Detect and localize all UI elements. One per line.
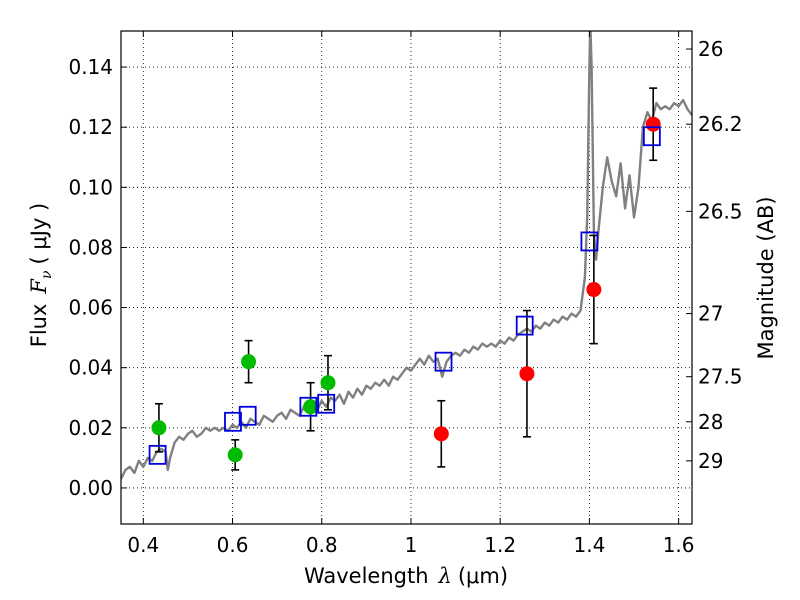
green-data-point xyxy=(151,420,167,436)
red-data-point xyxy=(519,366,535,382)
grid-lines xyxy=(121,31,692,524)
green-data-point xyxy=(320,375,336,391)
x-tick-label: 0.8 xyxy=(306,533,338,557)
model-square xyxy=(434,351,453,372)
x-tick-label: 1.2 xyxy=(484,533,516,557)
red-data-point xyxy=(586,282,602,298)
right-axis-label: Magnitude (AB) xyxy=(754,196,778,359)
model-square xyxy=(238,405,257,426)
plot-frame xyxy=(120,30,693,525)
y-tick-label: 0.00 xyxy=(68,476,113,500)
red-data-point xyxy=(433,426,449,442)
y-tick-label: 0.10 xyxy=(68,175,113,199)
model-square xyxy=(148,444,167,465)
y-tick-label: 0.04 xyxy=(68,356,113,380)
right-tick-label: 27 xyxy=(698,302,723,326)
y-tick-label: 0.02 xyxy=(68,416,113,440)
model-square xyxy=(299,396,318,417)
x-tick-label: 0.6 xyxy=(217,533,249,557)
data-points-layer xyxy=(148,87,661,471)
model-square xyxy=(515,315,534,336)
model-square xyxy=(224,411,242,432)
green-data-point xyxy=(303,399,319,415)
model-square xyxy=(580,231,599,252)
model-square xyxy=(642,126,661,147)
green-data-point xyxy=(241,354,257,370)
y-tick-label: 0.12 xyxy=(68,115,113,139)
x-tick-label: 1.4 xyxy=(573,533,605,557)
right-tick-label: 26 xyxy=(698,37,723,61)
y-tick-label: 0.14 xyxy=(68,55,113,79)
red-data-point xyxy=(645,116,661,132)
spectrum-line xyxy=(121,31,692,480)
y-axis-label: FluxFν( μJy ) xyxy=(27,203,55,347)
right-tick-label: 26.5 xyxy=(698,199,743,223)
x-tick-label: 1.6 xyxy=(663,533,695,557)
x-tick-label: 1 xyxy=(405,533,418,557)
right-tick-label: 26.2 xyxy=(698,112,743,136)
model-square xyxy=(317,393,336,414)
x-tick-label: 0.4 xyxy=(127,533,159,557)
right-tick-label: 29 xyxy=(698,449,723,473)
y-tick-label: 0.06 xyxy=(68,296,113,320)
axis-ticks: 0.4 0.6 0.8 1 1.2 1.4 1.6 0.00 0.02 0.04 0.06 0.08 0… xyxy=(68,31,743,557)
spectrum-layer xyxy=(121,31,692,480)
right-tick-label: 27.5 xyxy=(698,365,743,389)
right-tick-label: 28 xyxy=(698,410,723,434)
y-tick-label: 0.08 xyxy=(68,235,113,259)
green-data-point xyxy=(227,447,243,463)
x-axis-label: Wavelength λ (μm) xyxy=(304,564,508,588)
